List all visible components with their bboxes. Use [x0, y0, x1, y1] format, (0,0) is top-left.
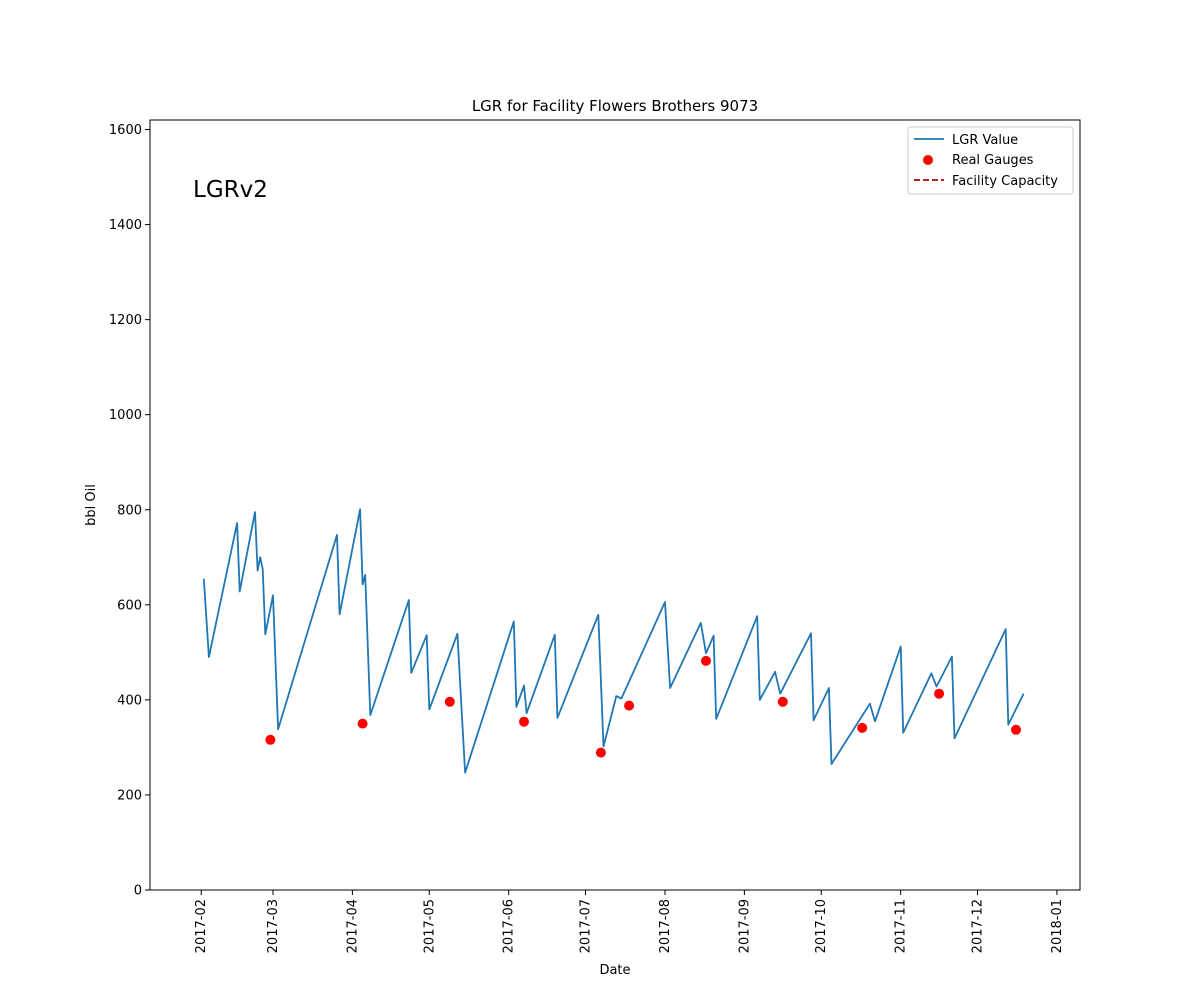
y-tick-label: 1200	[109, 313, 142, 328]
real-gauge-point	[934, 688, 945, 699]
y-tick-label: 200	[117, 788, 142, 803]
legend-label-lgr-value: LGR Value	[952, 133, 1018, 148]
y-tick-label: 600	[117, 598, 142, 613]
plot-frame	[149, 119, 1081, 891]
real-gauge-point	[519, 716, 529, 727]
real-gauge-point	[444, 696, 455, 707]
x-tick-label: 2017-10	[814, 899, 829, 953]
real-gauge-point	[265, 734, 276, 745]
y-axis-label: bbl Oil	[84, 484, 99, 526]
plot-area	[150, 120, 1080, 890]
model-annotation: LGRv2	[193, 177, 268, 203]
real-gauge-point	[1011, 724, 1021, 735]
x-tick-label: 2017-03	[266, 899, 281, 953]
x-tick-label: 2017-02	[194, 899, 209, 953]
real-gauge-point	[624, 700, 635, 711]
y-tick-label: 800	[117, 503, 142, 518]
lgr-value-line	[202, 508, 1025, 774]
y-tick-label: 400	[117, 693, 142, 708]
real-gauge-point	[357, 718, 368, 729]
x-tick-label: 2017-05	[422, 899, 437, 953]
x-tick-label: 2018-01	[1050, 899, 1065, 953]
x-tick-label: 2017-08	[658, 899, 673, 953]
x-tick-label: 2017-04	[345, 899, 360, 953]
series-layer	[202, 508, 1025, 774]
y-tick-label: 1400	[109, 218, 142, 233]
x-tick-label: 2017-12	[971, 899, 986, 953]
legend-label-facility-capacity: Facility Capacity	[952, 174, 1058, 189]
x-axis: 2017-02 2017-03 2017-04 2017-05 2017-06 2017-…	[194, 890, 1065, 953]
real-gauge-point	[777, 696, 788, 707]
legend: LGR Value Real Gauges Facility Capacity	[907, 126, 1074, 195]
y-tick-label: 0	[134, 884, 142, 899]
legend-box	[907, 126, 1074, 195]
legend-dot-swatch	[923, 155, 933, 165]
x-axis-label: Date	[599, 963, 630, 978]
x-tick-label: 2017-07	[579, 899, 594, 953]
x-tick-label: 2017-09	[737, 899, 752, 953]
x-tick-label: 2017-11	[894, 899, 909, 953]
real-gauge-point	[701, 655, 711, 666]
x-tick-label: 2017-06	[502, 899, 517, 953]
y-tick-label: 1000	[109, 408, 142, 423]
real-gauge-point	[595, 747, 606, 758]
y-axis: 0 200 400 600 800 1000 1200 1400 1600	[109, 123, 150, 899]
y-tick-label: 1600	[109, 123, 142, 138]
real-gauge-point	[857, 722, 868, 733]
legend-label-real-gauges: Real Gauges	[952, 153, 1034, 168]
chart-title: LGR for Facility Flowers Brothers 9073	[472, 97, 758, 115]
